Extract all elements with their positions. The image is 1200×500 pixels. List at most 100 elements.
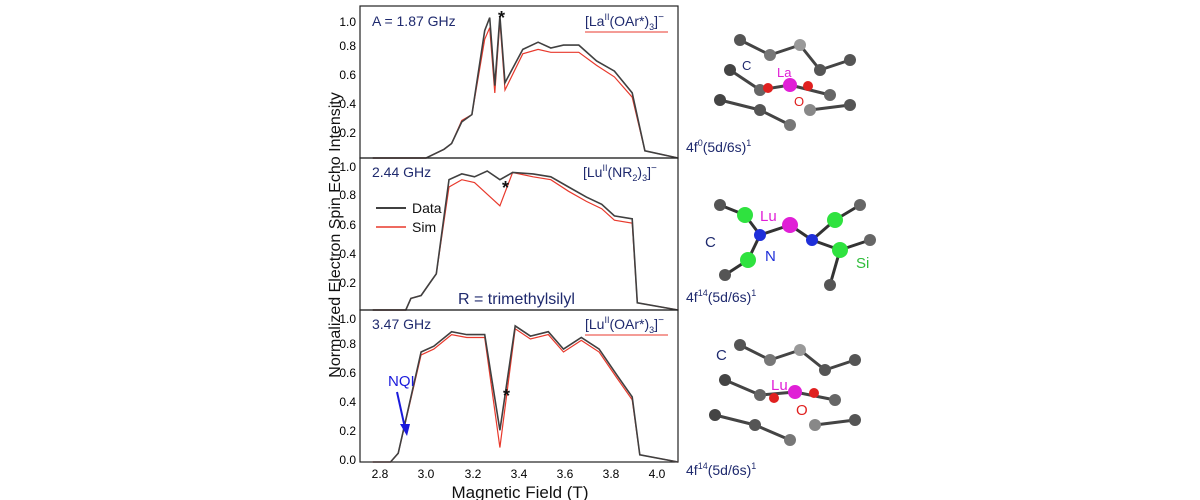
atom: [784, 434, 796, 446]
atom: [764, 354, 776, 366]
compound-sup: II: [604, 315, 609, 325]
config-lu-amide: 4f14(5d/6s)1: [686, 288, 756, 305]
atom: [824, 279, 836, 291]
atom: [754, 84, 766, 96]
xtick-label: 3.8: [603, 467, 620, 481]
panel-1-data-line: [372, 16, 679, 159]
ytick-label: 1.0: [339, 15, 356, 29]
atom-label-c: C: [705, 234, 716, 251]
molecule-lu-amide: Lu C N Si 4f14(5d/6s)1: [686, 199, 876, 305]
config-sup2: 1: [751, 461, 756, 471]
compound-b: (NR: [607, 164, 632, 180]
atom: [719, 269, 731, 281]
panel-2-data-line: [372, 170, 679, 311]
ytick-label: 0.6: [339, 366, 356, 380]
ytick-label: 0.4: [339, 97, 356, 111]
compound-sub: 3: [649, 22, 654, 32]
legend-sim-label: Sim: [412, 219, 436, 235]
config-b: (5d/6s): [708, 289, 752, 305]
panel-3-hyperfine-label: 3.47 GHz: [372, 316, 431, 332]
atom: [809, 419, 821, 431]
atom: [724, 64, 736, 76]
atom: [819, 364, 831, 376]
config-sup2: 1: [746, 138, 751, 148]
config-b: (5d/6s): [703, 139, 747, 155]
ytick-label: 1.0: [339, 312, 356, 326]
la-atom: [783, 78, 797, 92]
panel-2-frame: [359, 157, 679, 311]
atom-label-o: O: [796, 402, 808, 419]
config-sup: 14: [698, 461, 708, 471]
panel-1-star: *: [498, 8, 505, 28]
atom-label-o: O: [794, 94, 804, 109]
ytick-label: 0.8: [339, 337, 356, 351]
ytick-label: 0.6: [339, 68, 356, 82]
o-atom: [803, 81, 813, 91]
ytick-label: 0.0: [339, 453, 356, 467]
config-a: 4f: [686, 462, 698, 478]
panel-1-compound: [LaII(OAr*)3]−: [585, 12, 664, 32]
xtick-label: 4.0: [649, 467, 666, 481]
panel-2-compound: [LuII(NR2)3]−: [583, 163, 657, 183]
panel-3: 0.0 0.2 0.4 0.6 0.8 1.0 3.47 GHz * [LuII…: [339, 309, 679, 481]
o-atom: [809, 388, 819, 398]
atom-label-c: C: [716, 347, 727, 364]
atom: [719, 374, 731, 386]
panel-3-data-line: [372, 324, 679, 463]
ytick-label: 1.0: [339, 160, 356, 174]
lu-atom: [782, 217, 798, 233]
atom-label-n: N: [765, 248, 776, 265]
compound-b: (OAr*): [609, 13, 649, 29]
legend-data-label: Data: [412, 200, 442, 216]
atom: [849, 354, 861, 366]
atom: [734, 339, 746, 351]
atom: [709, 409, 721, 421]
panel-1-hyperfine-label: A = 1.87 GHz: [372, 13, 456, 29]
x-ticks: 2.8 3.0 3.2 3.4 3.6 3.8 4.0: [372, 467, 666, 481]
atom: [844, 54, 856, 66]
ytick-label: 0.4: [339, 247, 356, 261]
config-la: 4f0(5d/6s)1: [686, 138, 751, 155]
atom: [714, 199, 726, 211]
atom: [849, 414, 861, 426]
atom: [754, 104, 766, 116]
config-sup: 0: [698, 138, 703, 148]
x-axis-label: Magnetic Field (T): [452, 483, 589, 500]
ytick-label: 0.2: [339, 126, 356, 140]
nqi-arrow-line: [396, 391, 406, 429]
compound-sup: II: [604, 12, 609, 22]
si-atom: [832, 242, 848, 258]
atom: [824, 89, 836, 101]
compound-charge: −: [651, 163, 657, 174]
atom-label-la: La: [777, 65, 792, 80]
atom: [794, 39, 806, 51]
config-lu-aryloxide: 4f14(5d/6s)1: [686, 461, 756, 478]
panel-2-yticks: 0.2 0.4 0.6 0.8 1.0: [339, 160, 356, 290]
compound-d: ]: [647, 164, 651, 180]
compound-a: [Lu: [585, 316, 604, 332]
xtick-label: 3.4: [511, 467, 528, 481]
atom-label-lu: Lu: [760, 208, 777, 225]
molecule-lu-aryloxide: C Lu O 4f14(5d/6s)1: [686, 339, 861, 478]
atom-label-c: C: [742, 58, 751, 73]
lu-atom: [788, 385, 802, 399]
ytick-label: 0.2: [339, 424, 356, 438]
atom-label-lu: Lu: [771, 377, 788, 394]
atom: [854, 199, 866, 211]
config-b: (5d/6s): [708, 462, 752, 478]
n-atom: [754, 229, 766, 241]
si-atom: [740, 252, 756, 268]
config-sup2: 1: [751, 288, 756, 298]
o-atom: [763, 83, 773, 93]
compound-sup: II: [602, 163, 607, 173]
compound-c: ): [637, 164, 642, 180]
panel-3-frame: [359, 309, 679, 463]
atom: [714, 94, 726, 106]
config-a: 4f: [686, 289, 698, 305]
o-atom: [769, 393, 779, 403]
compound-sub2: 3: [642, 173, 647, 183]
atom: [734, 34, 746, 46]
molecule-la: C La O 4f0(5d/6s)1: [686, 34, 856, 155]
ytick-label: 0.6: [339, 218, 356, 232]
